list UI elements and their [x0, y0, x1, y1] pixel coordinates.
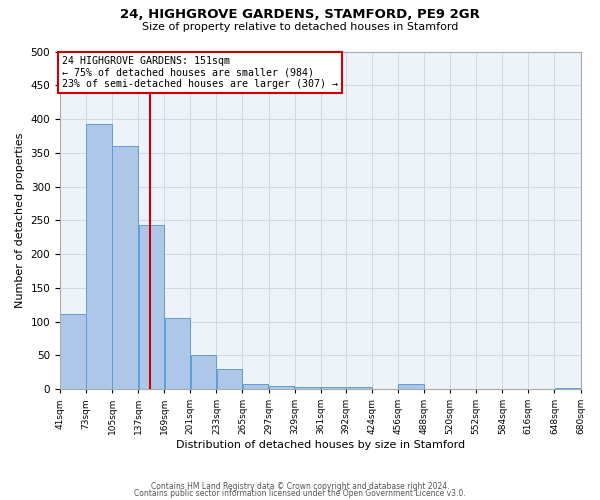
Bar: [321, 387, 346, 389]
Bar: [555, 388, 580, 389]
Text: Contains HM Land Registry data © Crown copyright and database right 2024.: Contains HM Land Registry data © Crown c…: [151, 482, 449, 491]
Y-axis label: Number of detached properties: Number of detached properties: [15, 132, 25, 308]
Bar: [217, 369, 242, 389]
Bar: [243, 384, 268, 389]
Bar: [86, 124, 112, 389]
Bar: [191, 356, 216, 389]
Text: Size of property relative to detached houses in Stamford: Size of property relative to detached ho…: [142, 22, 458, 32]
Text: 24, HIGHGROVE GARDENS, STAMFORD, PE9 2GR: 24, HIGHGROVE GARDENS, STAMFORD, PE9 2GR: [120, 8, 480, 20]
Bar: [164, 318, 190, 389]
Bar: [139, 225, 164, 389]
Bar: [112, 146, 138, 389]
X-axis label: Distribution of detached houses by size in Stamford: Distribution of detached houses by size …: [176, 440, 465, 450]
Text: Contains public sector information licensed under the Open Government Licence v3: Contains public sector information licen…: [134, 490, 466, 498]
Bar: [61, 314, 86, 389]
Text: 24 HIGHGROVE GARDENS: 151sqm
← 75% of detached houses are smaller (984)
23% of s: 24 HIGHGROVE GARDENS: 151sqm ← 75% of de…: [62, 56, 338, 90]
Bar: [269, 386, 294, 389]
Bar: [398, 384, 424, 389]
Bar: [346, 387, 371, 389]
Bar: [295, 387, 320, 389]
